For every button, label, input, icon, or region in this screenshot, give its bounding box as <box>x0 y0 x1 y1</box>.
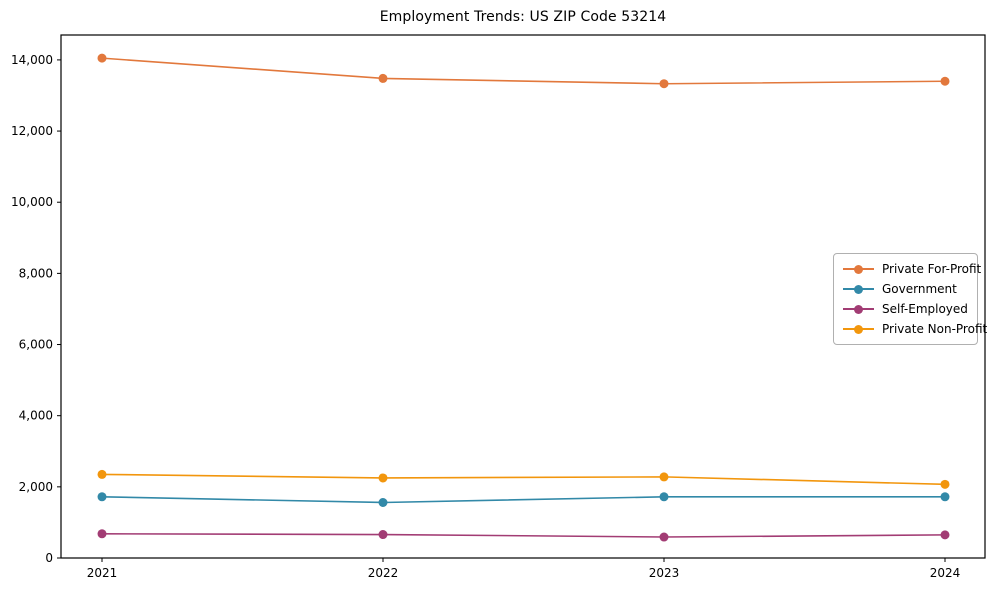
legend-marker-icon <box>854 324 863 334</box>
data-point-marker <box>659 472 669 482</box>
data-point-marker <box>940 492 950 502</box>
data-point-marker <box>97 529 107 539</box>
data-point-marker <box>378 530 388 540</box>
y-tick-label: 6,000 <box>19 338 53 352</box>
y-tick-label: 0 <box>45 551 53 565</box>
y-tick-label: 8,000 <box>19 266 53 280</box>
data-point-marker <box>97 469 107 479</box>
legend-line-sample <box>843 324 874 334</box>
series-line <box>101 496 945 504</box>
legend-line-sample <box>843 304 874 314</box>
chart-title: Employment Trends: US ZIP Code 53214 <box>379 9 667 25</box>
legend-label: Government <box>882 282 957 296</box>
y-tick-label: 12,000 <box>11 124 53 138</box>
plot-border <box>60 34 986 559</box>
data-point-marker <box>940 530 950 540</box>
legend-item: Self-Employed <box>843 299 973 319</box>
y-tick-label: 2,000 <box>19 480 53 494</box>
data-point-marker <box>378 497 388 507</box>
data-point-marker <box>378 473 388 483</box>
data-point-marker <box>659 532 669 542</box>
x-tick-label: 2024 <box>930 566 961 580</box>
data-point-marker <box>97 53 107 63</box>
legend-line-sample <box>843 264 874 274</box>
data-point-marker <box>940 76 950 86</box>
data-point-marker <box>940 479 950 489</box>
legend-line-sample <box>843 284 874 294</box>
series-line <box>101 473 946 486</box>
y-tick-label: 10,000 <box>11 195 53 209</box>
series-line <box>101 57 946 85</box>
x-tick-label: 2022 <box>368 566 399 580</box>
data-point-marker <box>378 73 388 83</box>
data-point-marker <box>659 492 669 502</box>
x-tick-label: 2023 <box>649 566 680 580</box>
data-point-marker <box>659 79 669 89</box>
legend-label: Private Non-Profit <box>882 322 988 336</box>
y-tick-label: 14,000 <box>11 53 53 67</box>
x-tick-label: 2021 <box>87 566 118 580</box>
legend-item: Private Non-Profit <box>843 319 987 339</box>
y-tick-label: 4,000 <box>19 409 53 423</box>
legend-label: Self-Employed <box>882 302 968 316</box>
data-point-marker <box>97 492 107 502</box>
legend-item: Government <box>843 279 973 299</box>
legend-marker-icon <box>854 284 863 294</box>
legend-marker-icon <box>854 304 863 314</box>
legend-marker-icon <box>854 264 863 274</box>
series-line <box>101 533 946 538</box>
legend: Private For-Profit Government Self-Employe… <box>833 253 987 345</box>
legend-item: Private For-Profit <box>843 259 981 279</box>
legend-label: Private For-Profit <box>882 262 982 276</box>
